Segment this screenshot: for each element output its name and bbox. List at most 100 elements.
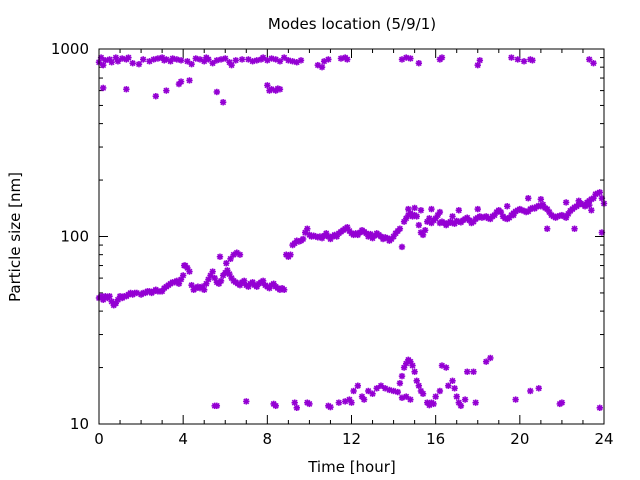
data-point	[350, 387, 357, 395]
data-point	[428, 205, 435, 213]
data-point	[535, 385, 542, 392]
data-point	[123, 86, 130, 93]
data-point	[396, 380, 404, 387]
y-tick-labels: 10 100 1000	[51, 40, 89, 433]
data-point	[264, 82, 271, 89]
data-point	[173, 56, 181, 63]
data-point	[228, 61, 235, 69]
data-point	[432, 393, 439, 400]
data-point	[268, 55, 275, 62]
data-point	[512, 396, 519, 403]
data-point	[219, 99, 227, 106]
data-point	[417, 207, 425, 214]
data-point	[306, 400, 313, 408]
data-point	[186, 77, 193, 84]
x-tick-labels: 0 4 8 12 16 20 24	[94, 430, 613, 448]
data-point	[409, 362, 416, 369]
data-point	[354, 382, 362, 389]
data-point	[419, 390, 427, 397]
data-point	[527, 387, 534, 395]
data-point	[186, 268, 193, 275]
data-point	[508, 54, 515, 61]
data-point	[223, 260, 230, 267]
data-point	[590, 59, 597, 67]
data-point	[461, 396, 469, 403]
chart-title: Modes location (5/9/1)	[268, 15, 436, 33]
data-point	[445, 382, 452, 389]
data-point	[325, 56, 332, 63]
data-point	[438, 54, 446, 61]
data-point	[520, 58, 528, 65]
data-point	[209, 268, 216, 275]
data-point	[474, 205, 481, 213]
data-point	[436, 208, 444, 216]
x-tick-label: 4	[178, 430, 188, 448]
y-tick-label: 100	[60, 228, 89, 246]
data-point	[297, 57, 305, 64]
data-point	[177, 78, 185, 85]
data-point	[457, 402, 465, 410]
data-point	[409, 211, 416, 219]
data-point	[482, 358, 490, 365]
data-point	[415, 59, 423, 67]
data-point	[510, 211, 517, 219]
data-point	[596, 189, 603, 196]
data-point	[152, 93, 160, 100]
y-axis-label: Particle size [nm]	[6, 172, 24, 302]
data-point	[106, 293, 113, 300]
data-point	[421, 227, 429, 234]
data-point	[114, 58, 122, 65]
data-point	[129, 59, 136, 67]
y-tick-label: 10	[70, 415, 89, 433]
data-point	[407, 396, 414, 403]
data-point	[487, 354, 494, 362]
data-point	[430, 400, 437, 408]
data-point	[163, 87, 170, 94]
data-point	[562, 199, 570, 206]
data-point	[596, 404, 603, 412]
data-point	[449, 377, 456, 384]
data-point	[451, 385, 458, 392]
x-tick-label: 12	[342, 430, 361, 448]
data-point	[413, 377, 420, 384]
data-point	[100, 84, 107, 92]
data-point	[243, 398, 250, 405]
data-point	[442, 364, 450, 371]
data-point	[318, 63, 326, 71]
data-point	[415, 221, 423, 229]
data-point	[543, 225, 551, 232]
x-tick-label: 16	[426, 430, 445, 448]
data-point	[449, 213, 456, 220]
data-point	[238, 56, 246, 63]
data-point	[403, 54, 410, 61]
data-point	[177, 57, 185, 64]
data-point	[276, 86, 284, 93]
data-point	[188, 60, 195, 68]
data-point	[373, 385, 380, 392]
data-point	[394, 388, 401, 396]
data-point	[201, 286, 208, 293]
data-point	[470, 368, 477, 375]
data-point	[472, 399, 479, 406]
y-tick-label: 1000	[51, 40, 89, 58]
data-point	[476, 57, 484, 64]
data-point	[386, 386, 393, 394]
data-point	[217, 56, 225, 63]
data-point	[529, 57, 536, 64]
data-point	[514, 56, 521, 63]
x-tick-label: 20	[510, 430, 529, 448]
plot-frame	[98, 48, 605, 425]
data-point	[415, 382, 423, 389]
data-point	[537, 196, 545, 203]
data-point	[216, 253, 224, 260]
data-point	[135, 60, 143, 68]
data-points	[95, 54, 608, 412]
data-point	[217, 277, 225, 285]
data-point	[525, 195, 532, 202]
data-point	[299, 235, 307, 243]
data-point	[398, 243, 406, 251]
data-point	[474, 61, 481, 69]
data-point	[280, 54, 288, 61]
data-point	[436, 387, 444, 395]
